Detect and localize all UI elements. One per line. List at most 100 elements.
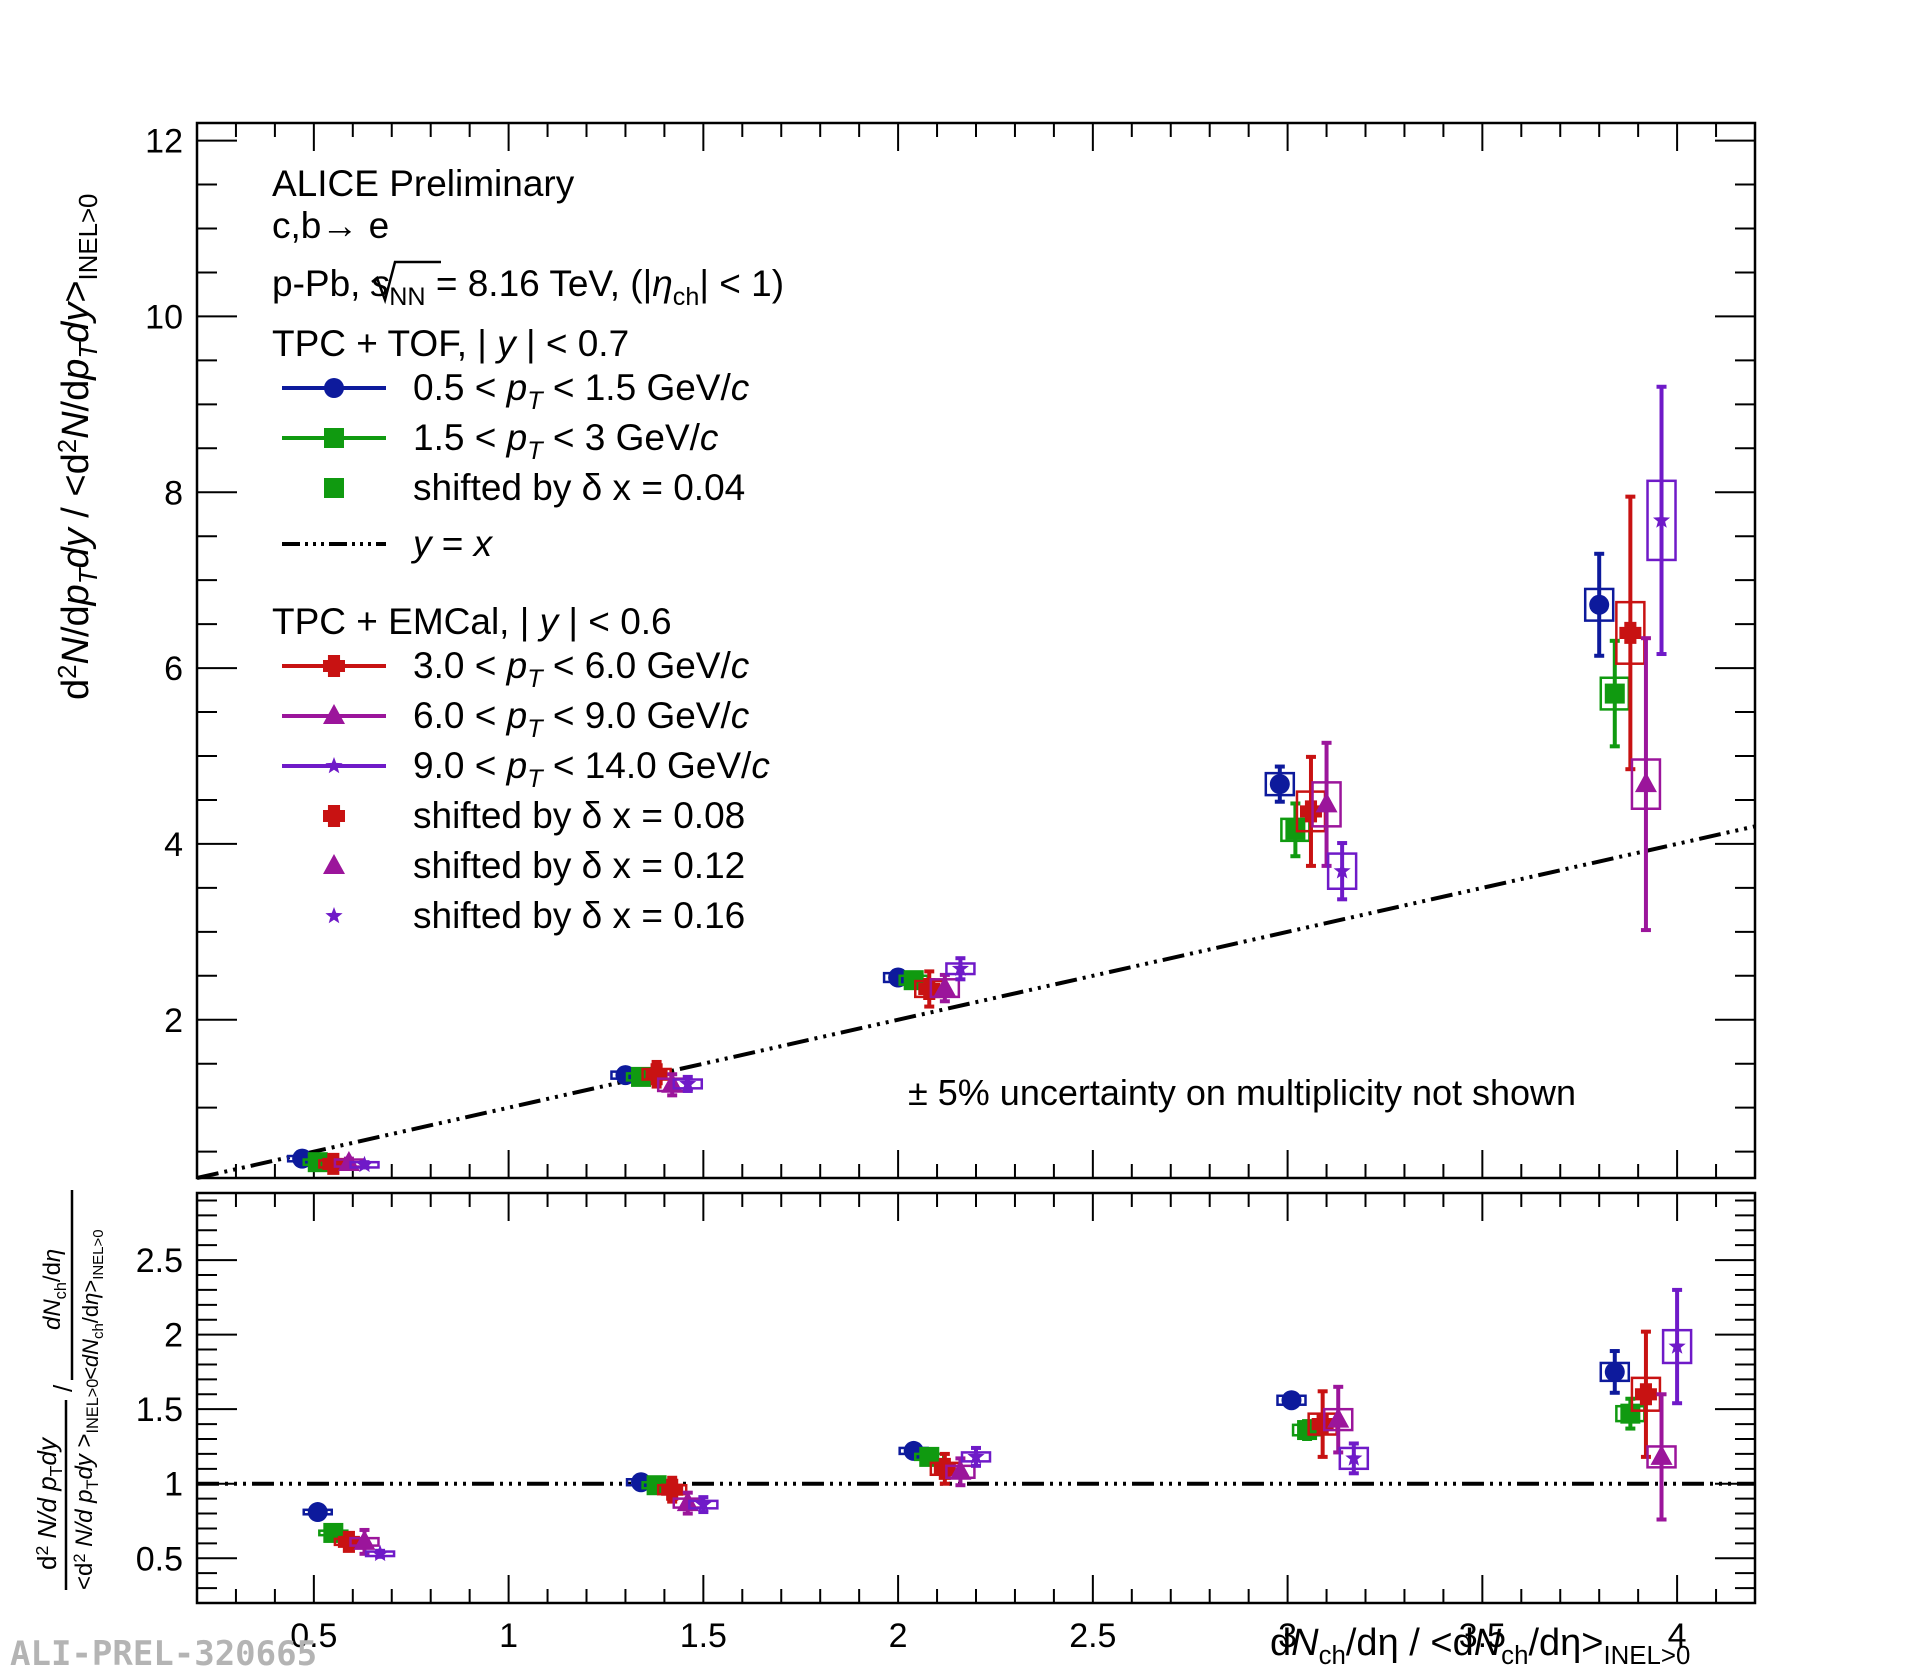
series-square-bottom xyxy=(319,1399,1644,1543)
top-y-axis-title-part: > xyxy=(55,280,97,302)
legend-entry-label: shifted by δ x = 0.12 xyxy=(413,845,745,886)
bottom-x-axis-title-part: INEL>0 xyxy=(1603,1642,1690,1670)
legend-entry xyxy=(323,854,345,874)
bottom-y-tick-label: 1.5 xyxy=(136,1391,183,1429)
legend-entry-label-part: 6.0 < xyxy=(413,695,507,736)
legend-marker-square xyxy=(324,478,344,498)
legend-entry-label-part: p xyxy=(506,745,528,786)
top-y-axis-title-part: p xyxy=(55,359,97,381)
bottom-y-title-right-numerator-part: /d xyxy=(39,1262,66,1282)
legend-entry xyxy=(323,805,345,827)
bottom-x-tick-label: 1.5 xyxy=(680,1617,727,1655)
bottom-y-title-left-denominator-part: dy xyxy=(71,1452,98,1479)
top-y-axis-title-part: / <d xyxy=(55,453,97,528)
bottom-y-tick-label: 0.5 xyxy=(136,1540,183,1578)
top-y-axis-title-part: N xyxy=(55,411,97,439)
top-y-tick-label: 12 xyxy=(145,123,183,161)
top-y-axis-title-part: /d xyxy=(55,380,97,412)
legend-entry xyxy=(282,757,386,773)
bottom-y-ticks xyxy=(197,1200,1755,1603)
bottom-x-tick-label: 2 xyxy=(889,1617,908,1655)
legend-process: c,b→ e xyxy=(272,205,389,246)
legend-entry-label-part: c xyxy=(731,367,750,408)
legend-entry-label-part: x = 0.08 xyxy=(602,795,745,836)
legend-entry-label-part: shifted by xyxy=(413,795,582,836)
data-point-square xyxy=(1605,684,1625,704)
legend-process-part: → e xyxy=(321,205,389,246)
data-point-circle xyxy=(308,1502,328,1522)
bottom-y-title-left-denominator-part: 2 xyxy=(71,1554,89,1563)
bottom-y-title-left-numerator: d2 N/d pTdy xyxy=(32,1436,66,1570)
legend-entry-label: 0.5 < pT < 1.5 GeV/c xyxy=(413,367,750,415)
bottom-x-axis-title-part: /dη / <d xyxy=(1346,1622,1474,1664)
data-point-circle xyxy=(1270,774,1290,794)
legend-group1-title: TPC + TOF, | y | < 0.7 xyxy=(272,323,629,364)
bottom-y-title-right-denominator-part: INEL>0 xyxy=(90,1229,107,1279)
top-y-tick-label: 4 xyxy=(164,826,183,864)
top-y-tick-label: 2 xyxy=(164,1002,183,1040)
legend-group2-title-part: y xyxy=(537,601,561,642)
bottom-x-axis-title-part: ch xyxy=(1501,1642,1528,1670)
legend-system-part: NN xyxy=(389,283,425,311)
data-point-cross xyxy=(1635,1383,1657,1405)
legend-entry-label: shifted by δ x = 0.04 xyxy=(413,467,745,508)
legend-entry-label-part: shifted by xyxy=(413,845,582,886)
bottom-x-ticks xyxy=(197,1193,1755,1603)
legend-marker-star xyxy=(325,907,342,923)
series-cross-bottom xyxy=(335,1332,1660,1553)
top-y-axis-title-part: p xyxy=(55,584,97,606)
legend-entry-label-part: < 1.5 GeV/ xyxy=(543,367,732,408)
bottom-x-axis-title: dNch/dη / <dNch/dη>INEL>0 xyxy=(1270,1622,1690,1670)
series-triangle-bottom xyxy=(350,1387,1675,1554)
legend-entry-label-part: = xyxy=(432,523,474,564)
legend-entry-label-part: p xyxy=(506,417,528,458)
top-y-axis-title-part: 2 xyxy=(54,664,82,678)
legend-entry-label-part: δ xyxy=(582,467,603,508)
legend-entry-label-part: 1.5 < xyxy=(413,417,507,458)
legend-group2-title-part: TPC + EMCal, | xyxy=(272,601,540,642)
bottom-y-tick-label: 1 xyxy=(164,1466,183,1504)
data-point-circle xyxy=(1281,1390,1301,1410)
legend-entry xyxy=(324,478,344,498)
legend-entry-label-part: 3.0 < xyxy=(413,645,507,686)
legend-entry-label-part: < 6.0 GeV/ xyxy=(543,645,732,686)
bottom-y-title-left-numerator-part: dy xyxy=(32,1436,62,1465)
bottom-x-axis-title-part: N xyxy=(1474,1622,1502,1664)
legend-entry-label-part: 9.0 < xyxy=(413,745,507,786)
legend-entry-label: shifted by δ x = 0.16 xyxy=(413,895,745,936)
legend-system: p-Pb, sNN = 8.16 TeV, (|ηch| < 1) xyxy=(272,263,784,311)
data-point-triangle xyxy=(1635,772,1657,792)
top-y-axis-title: d2N/dpTdy / <d2N/dpTdy>INEL>0 xyxy=(54,194,103,700)
legend-entry-label-part: x = 0.12 xyxy=(602,845,745,886)
series-star-bottom xyxy=(366,1290,1691,1561)
top-y-tick-label: 10 xyxy=(145,298,183,336)
bottom-y-title-right-denominator: <dNch/dη>INEL>0 xyxy=(78,1229,107,1380)
top-y-axis-title-part: dy xyxy=(55,301,97,343)
legend-entry-label: 6.0 < pT < 9.0 GeV/c xyxy=(413,695,750,743)
bottom-y-title-left-numerator-part: N/d xyxy=(32,1496,62,1545)
bottom-x-axis-title-part: d xyxy=(1270,1622,1291,1664)
legend-group1-title-part: y xyxy=(494,323,518,364)
legend-entry xyxy=(325,907,342,923)
bottom-y-title-left-denominator-part: p xyxy=(71,1490,98,1510)
legend-entry-label-part: c xyxy=(700,417,719,458)
bottom-y-title-left-numerator-part: T xyxy=(46,1465,66,1476)
top-y-axis-title-part: dy xyxy=(55,526,97,568)
legend-process-part: c,b xyxy=(272,205,321,246)
legend-system-part: | < 1) xyxy=(699,263,784,304)
legend-group1-title-part: TPC + TOF, | xyxy=(272,323,497,364)
bottom-y-title-right-denominator-part: /d xyxy=(78,1305,103,1323)
bottom-x-axis-title-part: /dη> xyxy=(1528,1622,1603,1664)
bottom-y-title-right-numerator-part: dN xyxy=(39,1299,66,1330)
legend-group2-title-part: | < 0.6 xyxy=(558,601,672,642)
bottom-y-title-left-denominator-part: > xyxy=(71,1434,98,1455)
legend-entry-label-part: < 3 GeV/ xyxy=(543,417,701,458)
top-y-axis-title-part: 2 xyxy=(54,439,82,453)
data-point-triangle xyxy=(1651,1445,1673,1465)
multiplicity-uncertainty-note: ± 5% uncertainty on multiplicity not sho… xyxy=(908,1072,1576,1113)
top-y-tick-label: 6 xyxy=(164,650,183,688)
legend-marker-square xyxy=(324,428,344,448)
legend-entry-label-part: c xyxy=(731,695,750,736)
legend-entry-label: shifted by δ x = 0.08 xyxy=(413,795,745,836)
